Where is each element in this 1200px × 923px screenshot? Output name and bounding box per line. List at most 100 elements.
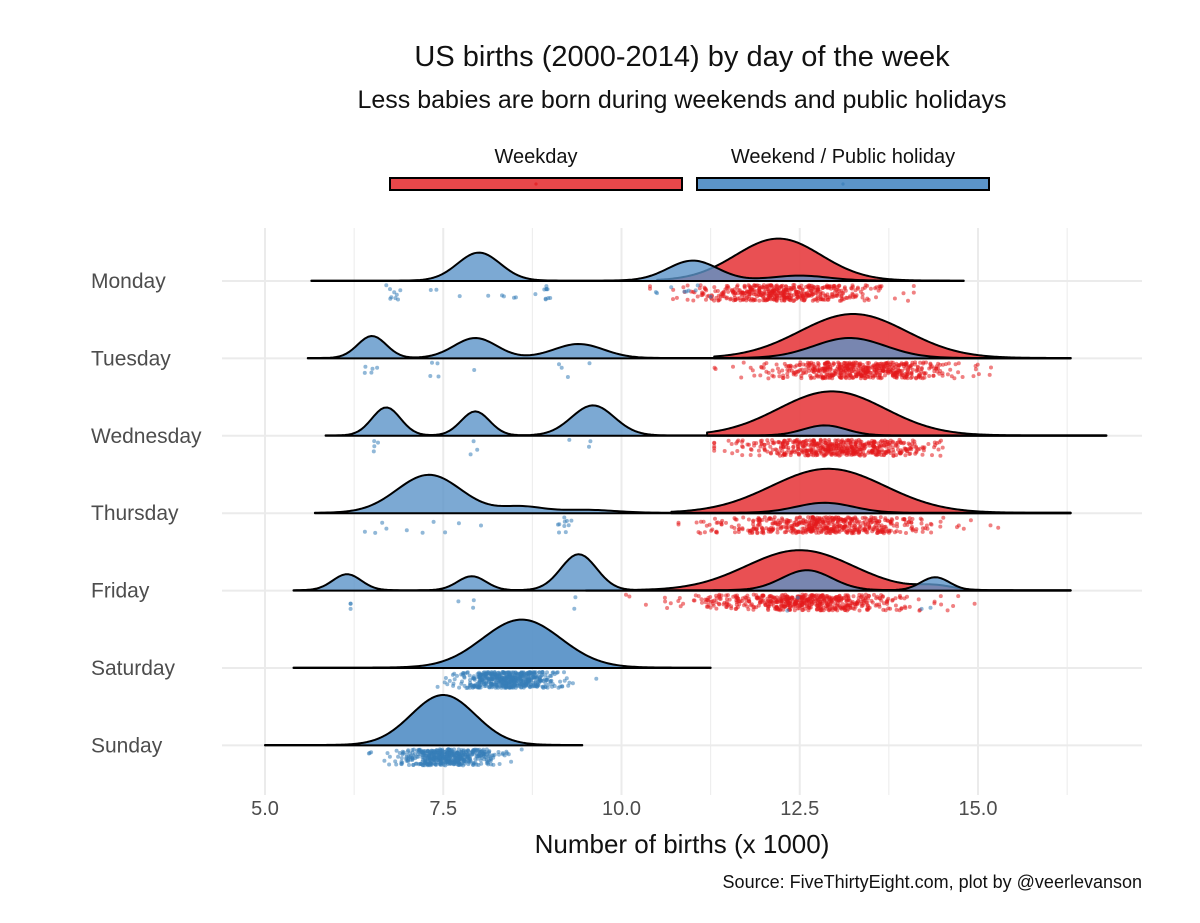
weekday-point	[752, 373, 757, 378]
weekday-point	[774, 362, 779, 367]
weekday-point	[678, 604, 683, 609]
weekday-point	[770, 368, 775, 373]
chart-caption: Source: FiveThirtyEight.com, plot by @ve…	[723, 872, 1142, 892]
weekday-point	[850, 376, 855, 380]
weekend-point	[467, 685, 472, 690]
weekday-point	[877, 602, 882, 607]
weekday-point	[938, 519, 943, 524]
weekend-point	[567, 680, 572, 685]
weekday-point	[739, 375, 744, 380]
weekend-point	[464, 686, 469, 690]
weekday-point	[770, 284, 775, 289]
day-label-tuesday: Tuesday	[91, 347, 171, 370]
weekday-point	[798, 440, 803, 445]
weekend-point	[471, 439, 476, 444]
weekday-point	[792, 298, 797, 303]
weekday-point	[914, 369, 919, 373]
weekday-point	[852, 450, 857, 455]
weekend-point	[587, 361, 592, 366]
weekend-point	[543, 684, 548, 689]
weekday-point	[834, 446, 839, 451]
weekday-point	[794, 439, 799, 444]
weekend-point	[429, 752, 434, 757]
weekend-point	[569, 518, 574, 523]
weekday-point	[864, 516, 869, 521]
weekend-point	[695, 283, 700, 288]
weekday-point	[767, 604, 771, 609]
weekday-point	[871, 450, 876, 455]
weekday-point	[909, 526, 914, 531]
weekend-point	[572, 606, 577, 611]
weekday-point	[681, 285, 686, 290]
weekday-point	[627, 594, 632, 599]
weekday-point	[853, 360, 858, 365]
weekday-point	[834, 530, 839, 535]
weekday-point	[767, 517, 771, 521]
weekend-point	[513, 678, 518, 683]
weekday-point	[801, 594, 806, 599]
weekday-point	[782, 289, 787, 294]
weekday-point	[712, 441, 717, 446]
weekday-point	[746, 517, 751, 522]
weekend-point	[459, 681, 464, 686]
weekday-point	[744, 298, 749, 303]
weekday-point	[762, 442, 767, 447]
weekday-point	[867, 524, 872, 529]
weekday-point	[702, 530, 707, 535]
weekday-point	[812, 367, 817, 372]
weekday-point	[836, 517, 841, 522]
weekday-point	[768, 444, 773, 449]
weekend-point	[435, 361, 440, 366]
weekday-point	[665, 606, 670, 610]
weekday-point	[756, 603, 761, 608]
weekday-point	[839, 368, 844, 373]
weekday-point	[728, 297, 733, 302]
weekday-point	[960, 375, 965, 379]
weekend-point	[492, 752, 497, 757]
weekday-point	[854, 293, 859, 298]
weekend-point	[481, 751, 486, 756]
weekday-point	[699, 597, 704, 602]
weekday-point	[798, 290, 803, 295]
weekday-point	[766, 441, 771, 446]
weekend-point	[425, 756, 430, 761]
weekend-point	[457, 294, 462, 299]
weekday-point	[821, 519, 826, 524]
weekend-point	[557, 362, 561, 367]
weekday-point	[832, 368, 837, 373]
weekday-point	[874, 285, 879, 290]
weekday-point	[844, 519, 849, 524]
weekday-point	[791, 283, 796, 287]
weekday-point	[920, 445, 925, 450]
weekend-point	[411, 753, 416, 758]
weekday-point	[774, 448, 779, 453]
weekday-point	[854, 517, 859, 522]
weekday-point	[715, 289, 720, 293]
weekday-point	[698, 531, 703, 536]
weekday-point	[766, 297, 771, 302]
weekday-point	[935, 369, 940, 374]
weekday-point	[867, 449, 872, 454]
weekday-point	[781, 444, 786, 449]
weekday-point	[899, 361, 904, 366]
weekday-point	[763, 603, 768, 608]
weekday-point	[780, 597, 785, 602]
weekday-point	[881, 368, 886, 373]
weekday-point	[748, 365, 753, 370]
weekday-point	[841, 526, 846, 531]
weekday-point	[838, 442, 843, 447]
weekday-point	[824, 360, 829, 365]
weekday-point	[924, 523, 929, 528]
weekday-point	[774, 283, 779, 288]
weekday-point	[774, 600, 779, 605]
weekday-point	[828, 517, 833, 522]
weekday-point	[685, 297, 690, 302]
weekday-point	[734, 602, 739, 607]
weekday-point	[851, 516, 855, 521]
weekday-point	[704, 297, 708, 302]
weekend-point	[535, 676, 540, 681]
weekday-point	[798, 515, 803, 520]
weekday-point	[805, 527, 810, 532]
weekday-point	[835, 364, 840, 369]
